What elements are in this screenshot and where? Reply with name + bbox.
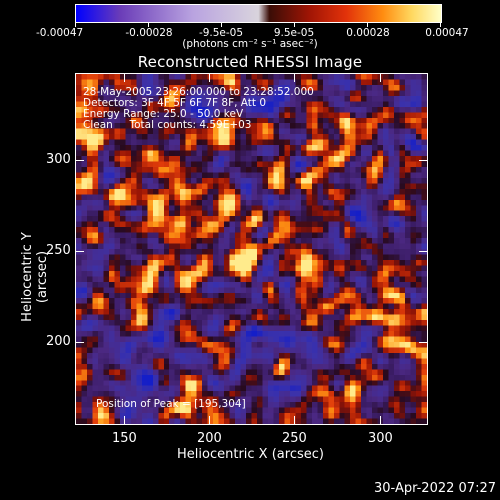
x-tick-mark-top-150 bbox=[124, 74, 125, 82]
info-time-range: 28-May-2005 23:26:00.000 to 23:28:52.000 bbox=[83, 86, 314, 98]
y-tick-mark-right-300 bbox=[419, 160, 427, 161]
colorbar-tick-5 bbox=[440, 22, 441, 27]
heatmap-image bbox=[76, 74, 427, 424]
x-tick-mark-top-250 bbox=[294, 74, 295, 82]
peak-position: Position of Peak = [195,304] bbox=[96, 398, 246, 410]
colorbar-label-5: 0.00047 bbox=[425, 27, 469, 39]
colorbar-label-1: -0.00028 bbox=[125, 27, 173, 39]
x-tick-label-250: 250 bbox=[282, 431, 307, 446]
x-tick-mark-250 bbox=[294, 416, 295, 424]
info-clean-counts: Clean Total counts: 4.59E+03 bbox=[83, 119, 252, 131]
y-tick-mark-200 bbox=[76, 342, 84, 343]
colorbar-tick-2 bbox=[221, 22, 222, 27]
y-tick-label-300: 300 bbox=[46, 152, 71, 167]
x-tick-label-150: 150 bbox=[112, 431, 137, 446]
colorbar bbox=[75, 4, 442, 23]
y-tick-mark-250 bbox=[76, 251, 84, 252]
x-tick-mark-150 bbox=[124, 416, 125, 424]
colorbar-label-3: 9.5e-05 bbox=[273, 27, 315, 39]
x-tick-label-200: 200 bbox=[197, 431, 222, 446]
x-tick-label-300: 300 bbox=[368, 431, 393, 446]
colorbar-label-2: -9.5e-05 bbox=[198, 27, 244, 39]
x-axis-label: Heliocentric X (arcsec) bbox=[177, 447, 324, 462]
colorbar-tick-0 bbox=[75, 22, 76, 27]
colorbar-tick-3 bbox=[294, 22, 295, 27]
image-plot: 28-May-2005 23:26:00.000 to 23:28:52.000… bbox=[75, 73, 428, 425]
x-tick-mark-top-200 bbox=[209, 74, 210, 82]
colorbar-tick-1 bbox=[148, 22, 149, 27]
colorbar-tick-4 bbox=[367, 22, 368, 27]
y-tick-mark-right-200 bbox=[419, 342, 427, 343]
colorbar-label-4: 0.00028 bbox=[346, 27, 390, 39]
timestamp: 30-Apr-2022 07:27 bbox=[374, 481, 496, 496]
colorbar-units: (photons cm⁻² s⁻¹ asec⁻²) bbox=[182, 38, 318, 50]
colorbar-label-0: -0.00047 bbox=[36, 27, 84, 39]
y-tick-label-250: 250 bbox=[46, 243, 71, 258]
info-detectors: Detectors: 3F 4F 5F 6F 7F 8F, Att 0 bbox=[83, 97, 267, 109]
x-tick-mark-300 bbox=[380, 416, 381, 424]
y-tick-mark-300 bbox=[76, 160, 84, 161]
y-tick-mark-right-250 bbox=[419, 251, 427, 252]
info-energy-range: Energy Range: 25.0 - 50.0 keV bbox=[83, 108, 244, 120]
y-tick-label-200: 200 bbox=[46, 334, 71, 349]
x-tick-mark-top-300 bbox=[380, 74, 381, 82]
x-tick-mark-200 bbox=[209, 416, 210, 424]
plot-title: Reconstructed RHESSI Image bbox=[137, 53, 363, 71]
y-axis-label: Heliocentric Y (arcsec) bbox=[20, 232, 50, 322]
